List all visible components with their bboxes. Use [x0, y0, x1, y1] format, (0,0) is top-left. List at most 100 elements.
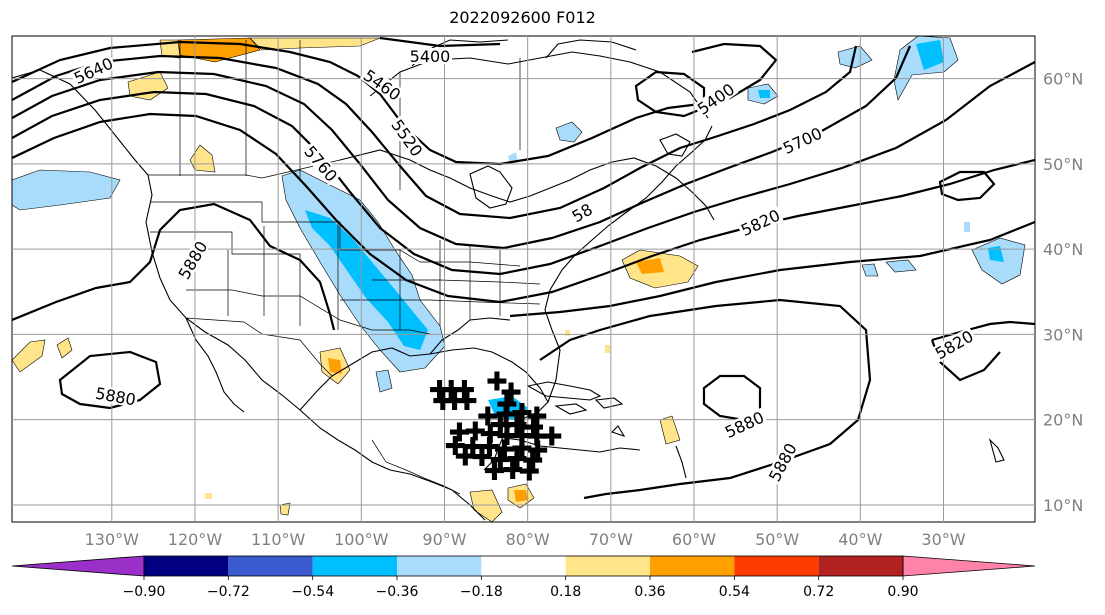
cross-marker: ✚ [511, 422, 533, 452]
height-contours [12, 36, 1035, 500]
cross-marker: ✚ [477, 402, 499, 432]
contour-label: 5880 [765, 440, 801, 485]
contour-label: 5700 [780, 124, 825, 158]
colorbar-segment [481, 556, 566, 576]
colorbar-tick-label: −0.72 [207, 584, 250, 600]
longitude-tick-label: 110°W [251, 530, 306, 549]
colorbar-segment [650, 556, 735, 576]
colorbar-tick-label: 0.72 [803, 584, 834, 600]
colorbar-tick-label: −0.18 [460, 584, 503, 600]
latitude-tick-label: 60°N [1043, 70, 1083, 89]
colorbar-segment [228, 556, 313, 576]
map-frame [11, 35, 1036, 523]
cross-marker: ✚ [456, 387, 478, 417]
cross-marker: ✚ [479, 433, 501, 463]
latitude-tick-labels: 60°N 50°N 40°N 30°N 20°N 10°N [1043, 70, 1083, 515]
colorbar-segment [144, 556, 229, 576]
contour-label-bg [736, 205, 784, 239]
cross-marker: ✚ [527, 436, 549, 466]
contour-label-bg [388, 115, 427, 161]
colorbar-tick-label: −0.54 [291, 584, 334, 600]
cross-marker: ✚ [496, 390, 518, 420]
cross-marker: ✚ [444, 432, 466, 462]
cross-marker: ✚ [511, 399, 533, 429]
colorbar-tick-label: −0.90 [123, 584, 166, 600]
latitude-tick-label: 50°N [1043, 155, 1083, 174]
cross-marker: ✚ [483, 457, 505, 487]
contour-label: 5880 [722, 408, 767, 442]
cross-marker: ✚ [500, 378, 522, 408]
cross-marker: ✚ [506, 411, 528, 441]
cross-marker: ✚ [449, 418, 471, 448]
cross-marker: ✚ [506, 445, 528, 475]
cross-marker: ✚ [502, 456, 524, 486]
coastlines [12, 39, 1005, 521]
cross-marker: ✚ [486, 367, 508, 397]
colorbar-segment [397, 556, 482, 576]
contour-label-bg [69, 53, 117, 87]
cross-marker: ✚ [489, 411, 511, 441]
contour-label-bg [930, 326, 978, 363]
cross-marker: ✚ [493, 436, 515, 466]
cross-marker: ✚ [541, 423, 563, 453]
contour-label-bg [778, 123, 826, 157]
cross-marker: ✚ [429, 376, 451, 406]
longitude-tick-labels: 130°W 120°W 110°W 100°W 90°W 80°W 70°W 60°W 50°W… [85, 530, 966, 549]
cross-marker: ✚ [432, 387, 454, 417]
contour-label-bg [408, 48, 452, 64]
contour-label: 5400 [410, 47, 451, 66]
cross-marker: ✚ [495, 401, 517, 431]
colorbar-segment [565, 556, 650, 576]
latitude-tick-label: 40°N [1043, 240, 1083, 259]
cross-marker: ✚ [444, 387, 466, 417]
longitude-tick-label: 80°W [506, 530, 550, 549]
colorbar-tick-label: 0.90 [887, 584, 918, 600]
colorbar-tick-label: 0.36 [634, 584, 665, 600]
longitude-tick-label: 60°W [672, 530, 716, 549]
contour-label-bg [765, 438, 800, 486]
longitude-tick-label: 50°W [755, 530, 799, 549]
cross-marker: ✚ [496, 422, 518, 452]
contour-label-bg [558, 194, 606, 231]
cross-marker: ✚ [454, 442, 476, 472]
contour-label: 5820 [738, 206, 783, 240]
contour-label-bg [92, 384, 139, 408]
colorbar-segment [312, 556, 397, 576]
longitude-tick-label: 40°W [838, 530, 882, 549]
map-title: 2022092600 F012 [449, 8, 596, 27]
state-borders [148, 40, 541, 495]
colorbar-tick-label: −0.36 [376, 584, 419, 600]
contour-label-bg [174, 236, 211, 284]
longitude-tick-label: 90°W [422, 530, 466, 549]
colorbar-segment [734, 556, 819, 576]
anomaly-fill-positive [12, 37, 699, 522]
graticule [12, 36, 1035, 522]
longitude-tick-label: 130°W [85, 530, 140, 549]
cross-marker: ✚ [440, 376, 462, 406]
contour-label-bg [300, 141, 342, 186]
marker-group: ✚✚✚ ✚✚✚✚✚ ✚✚✚✚✚✚✚✚✚✚✚✚✚✚✚✚✚✚✚✚✚✚✚✚✚✚✚✚✚ [429, 367, 563, 487]
cross-marker: ✚ [471, 443, 493, 473]
colorbar-segment [818, 556, 903, 576]
longitude-tick-label: 100°W [334, 530, 389, 549]
cross-marker: ✚ [522, 447, 544, 477]
contour-label: 5880 [175, 238, 212, 283]
latitude-tick-label: 30°N [1043, 325, 1083, 344]
contour-label-bg [720, 407, 768, 441]
cross-marker: ✚ [479, 420, 501, 450]
cross-marker: ✚ [462, 433, 484, 463]
cross-marker: ✚ [464, 418, 486, 448]
cross-marker: ✚ [454, 376, 476, 406]
cross-marker: ✚ [511, 435, 533, 465]
cross-marker: ✚ [518, 458, 540, 488]
cross-marker: ✚ [526, 423, 548, 453]
contour-label: 5880 [94, 384, 137, 410]
longitude-tick-label: 70°W [589, 530, 633, 549]
colorbar-outline [143, 555, 904, 577]
longitude-tick-label: 30°W [921, 530, 965, 549]
colorbar: −0.90 −0.72 −0.54 −0.36 −0.18 0.18 0.36 0.54 0.7… [11, 555, 1036, 600]
colorbar-extend-max [902, 555, 1036, 577]
cross-marker: ✚ [489, 446, 511, 476]
longitude-tick-label: 120°W [168, 530, 223, 549]
